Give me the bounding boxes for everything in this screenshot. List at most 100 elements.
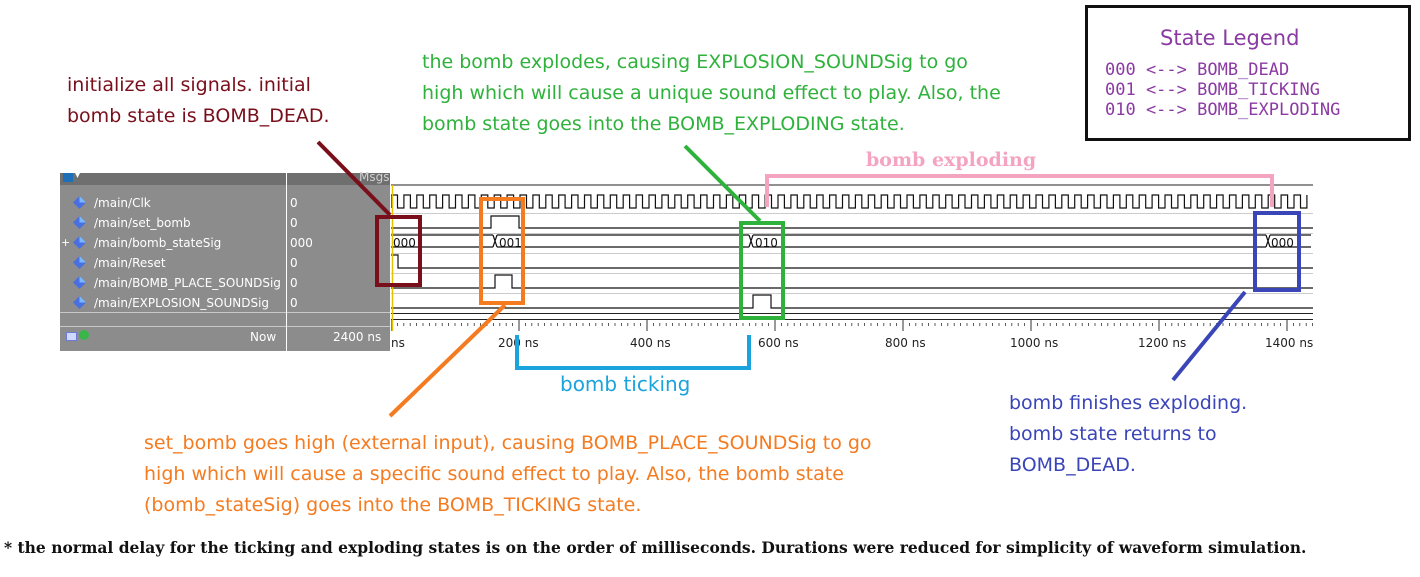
signal-row-explosion-sound[interactable]: /main/EXPLOSION_SOUNDSig xyxy=(60,293,286,313)
explode-highlight-box xyxy=(739,221,785,320)
state-value-label: 001 xyxy=(499,236,522,250)
set-bomb-line-1: set_bomb goes high (external input), cau… xyxy=(144,432,872,454)
signal-value: 000 xyxy=(290,236,313,250)
clk-trace xyxy=(391,194,1308,209)
signal-value: 0 xyxy=(290,296,298,310)
add-cursor-icon[interactable] xyxy=(79,330,89,340)
now-value: 2400 ns xyxy=(333,330,382,344)
diamond-icon xyxy=(73,236,86,249)
explode-pointer-line xyxy=(683,144,762,223)
finish-annotation: bomb finishes exploding. bomb state retu… xyxy=(1009,388,1247,481)
state-transition-mark xyxy=(1265,234,1271,248)
now-label: Now xyxy=(250,330,277,344)
set-bomb-line-2: high which will cause a specific sound e… xyxy=(144,463,844,485)
time-label: 600 ns xyxy=(758,336,799,350)
diamond-icon xyxy=(73,256,86,269)
state-bus-trace xyxy=(391,234,493,248)
ticking-span-label: bomb ticking xyxy=(560,372,691,396)
footnote: * the normal delay for the ticking and e… xyxy=(4,538,1307,557)
chevron-down-icon[interactable]: ▾ xyxy=(75,170,81,181)
explode-line-2: high which will cause a unique sound eff… xyxy=(422,82,1001,104)
explode-line-1: the bomb explodes, causing EXPLOSION_SOU… xyxy=(422,51,968,73)
diamond-icon xyxy=(73,216,86,229)
init-annotation: initialize all signals. initial bomb sta… xyxy=(67,70,330,132)
init-line-2: bomb state is BOMB_DEAD. xyxy=(67,105,330,127)
finish-line-3: BOMB_DEAD. xyxy=(1009,454,1136,476)
finish-line-2: bomb state returns to xyxy=(1009,423,1217,445)
diamond-icon xyxy=(73,196,86,209)
signal-name: /main/EXPLOSION_SOUNDSig xyxy=(94,296,270,310)
legend-row-ticking: 001 <--> BOMB_TICKING xyxy=(1105,80,1320,100)
divider xyxy=(60,326,286,327)
signal-row-clk[interactable]: /main/Clk xyxy=(60,193,286,213)
set-bomb-line-3: (bomb_stateSig) goes into the BOMB_TICKI… xyxy=(144,494,642,516)
msgs-label: Msgs xyxy=(359,170,390,184)
bomb-place-sound-trace xyxy=(391,274,1313,289)
waveform-viewer: ▾ /main/Clk /main/set_bomb + /main/bomb_… xyxy=(60,170,1313,351)
divider xyxy=(60,312,286,313)
finish-highlight-box xyxy=(1253,211,1301,292)
wave-toolbar-icon[interactable] xyxy=(63,173,73,182)
signal-value: 0 xyxy=(290,256,298,270)
signal-name: /main/bomb_stateSig xyxy=(94,236,222,250)
state-bus-trace xyxy=(753,234,1266,248)
state-value-label: 000 xyxy=(1271,236,1294,250)
reset-trace xyxy=(391,254,1313,269)
time-label: 1200 ns xyxy=(1138,336,1187,350)
legend-row-dead: 000 <--> BOMB_DEAD xyxy=(1105,60,1290,80)
waveform-traces xyxy=(391,184,1313,331)
time-label: 1000 ns xyxy=(1010,336,1059,350)
expand-icon[interactable]: + xyxy=(61,236,71,249)
state-value-label: 010 xyxy=(755,236,778,250)
names-header: ▾ xyxy=(60,170,286,185)
signal-row-bomb-place-sound[interactable]: /main/BOMB_PLACE_SOUNDSig xyxy=(60,273,286,293)
set-bomb-pointer-line xyxy=(388,303,507,418)
set-bomb-annotation: set_bomb goes high (external input), cau… xyxy=(144,428,872,521)
signal-row-set-bomb[interactable]: /main/set_bomb xyxy=(60,213,286,233)
signal-name: /main/BOMB_PLACE_SOUNDSig xyxy=(94,276,281,290)
finish-line-1: bomb finishes exploding. xyxy=(1009,392,1248,414)
signal-names-pane: ▾ /main/Clk /main/set_bomb + /main/bomb_… xyxy=(60,170,286,351)
state-bus-trace xyxy=(497,234,749,248)
diamond-icon xyxy=(73,276,86,289)
legend-row-exploding: 010 <--> BOMB_EXPLODING xyxy=(1105,100,1341,120)
init-line-1: initialize all signals. initial xyxy=(67,74,311,96)
time-label: ns xyxy=(391,336,405,350)
ticking-span-bracket xyxy=(515,335,751,370)
explode-line-3: bomb state goes into the BOMB_EXPLODING … xyxy=(422,113,905,135)
signal-values-pane: Msgs 0 0 000 0 0 0 2400 ns xyxy=(287,170,390,351)
legend-title: State Legend xyxy=(1160,26,1300,50)
divider xyxy=(287,312,390,313)
divider xyxy=(287,326,390,327)
state-bus-trace xyxy=(1270,234,1311,248)
time-label: 800 ns xyxy=(885,336,926,350)
exploding-span-bracket xyxy=(765,174,1274,207)
finish-pointer-line xyxy=(1171,290,1247,382)
signal-row-reset[interactable]: /main/Reset xyxy=(60,253,286,273)
signal-row-bomb-state[interactable]: + /main/bomb_stateSig xyxy=(60,233,286,253)
values-header: Msgs xyxy=(287,170,390,185)
state-legend: State Legend 000 <--> BOMB_DEAD 001 <-->… xyxy=(1085,5,1411,141)
explode-annotation: the bomb explodes, causing EXPLOSION_SOU… xyxy=(422,47,1001,140)
time-label: 1400 ns xyxy=(1265,336,1314,350)
time-label: 400 ns xyxy=(630,336,671,350)
signal-value: 0 xyxy=(290,276,298,290)
init-highlight-box xyxy=(375,215,422,287)
signal-name: /main/Clk xyxy=(94,196,151,210)
state-value-label: 000 xyxy=(393,236,416,250)
set-bomb-highlight-box xyxy=(479,197,525,305)
explosion-sound-trace xyxy=(391,294,1313,309)
signal-value: 0 xyxy=(290,196,298,210)
diamond-icon xyxy=(73,296,86,309)
signal-name: /main/Reset xyxy=(94,256,166,270)
cursor-icon[interactable] xyxy=(66,332,77,341)
exploding-span-label: bomb exploding xyxy=(866,149,1037,171)
state-transition-mark xyxy=(492,234,498,248)
state-transition-mark xyxy=(748,234,754,248)
signal-value: 0 xyxy=(290,216,298,230)
wave-canvas[interactable]: 000 001 010 000 ns 200 ns 400 ns 600 ns … xyxy=(391,173,1313,351)
set-bomb-trace xyxy=(391,215,1313,229)
signal-name: /main/set_bomb xyxy=(94,216,191,230)
init-pointer-line xyxy=(316,140,392,217)
